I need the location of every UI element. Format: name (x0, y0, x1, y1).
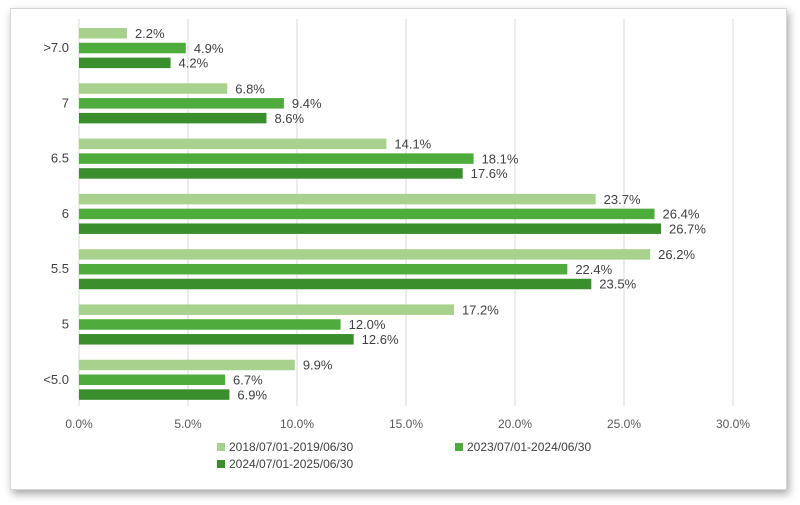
data-label: 23.7% (604, 192, 641, 207)
bar (79, 359, 295, 371)
x-tick-label: 10.0% (280, 417, 314, 431)
data-label: 12.0% (349, 317, 386, 332)
category-label: 6.5 (51, 151, 69, 166)
data-label: 6.8% (235, 81, 265, 96)
data-label: 26.4% (663, 207, 700, 222)
legend-label: 2018/07/01-2019/06/30 (229, 440, 353, 454)
data-label: 26.7% (669, 221, 706, 236)
chart-frame: 0.0% 5.0% 10.0% 15.0% 20.0% 25.0% 30.0% >7.0 2.2… (10, 8, 787, 490)
legend-swatch (455, 443, 463, 451)
x-tick-label: 25.0% (607, 417, 641, 431)
data-label: 4.9% (194, 41, 224, 56)
bar (79, 223, 662, 234)
x-tick-label: 30.0% (716, 417, 750, 431)
bar (79, 98, 284, 109)
data-label: 6.9% (237, 387, 267, 402)
bar (79, 278, 592, 290)
data-label: 2.2% (135, 26, 165, 41)
bar (79, 138, 387, 150)
data-label: 17.2% (462, 302, 499, 317)
bar (79, 208, 655, 220)
legend-label: 2024/07/01-2025/06/30 (229, 457, 353, 471)
data-label: 23.5% (599, 277, 636, 292)
category-label: >7.0 (43, 40, 69, 55)
bar (79, 389, 230, 400)
bar-chart: 0.0% 5.0% 10.0% 15.0% 20.0% 25.0% 30.0% >7.0 2.2… (43, 19, 750, 471)
category-label: 7 (62, 95, 69, 110)
data-label: 12.6% (362, 332, 399, 347)
data-label: 9.9% (303, 358, 333, 373)
data-label: 8.6% (274, 111, 304, 126)
x-tick-label: 0.0% (65, 417, 93, 431)
category-label: <5.0 (43, 372, 69, 387)
data-label: 4.2% (179, 56, 209, 71)
bar (79, 42, 186, 54)
data-label: 14.1% (394, 137, 431, 152)
legend-swatch (217, 460, 225, 468)
bar (79, 83, 228, 94)
bar (79, 168, 463, 179)
category-label: 5 (62, 316, 69, 331)
bar (79, 334, 354, 345)
x-tick-label: 15.0% (389, 417, 423, 431)
bar (79, 193, 596, 205)
category-label: 5.5 (51, 261, 69, 276)
bar (79, 249, 651, 260)
bar (79, 319, 341, 330)
data-label: 18.1% (482, 151, 519, 166)
bar (79, 112, 267, 124)
bar (79, 374, 226, 386)
data-label: 26.2% (658, 247, 695, 262)
data-label: 17.6% (471, 166, 508, 181)
data-label: 22.4% (575, 262, 612, 277)
legend-label: 2023/07/01-2024/06/30 (467, 440, 591, 454)
bar (79, 153, 474, 164)
bar (79, 263, 568, 275)
category-label: 6 (62, 206, 69, 221)
bar (79, 28, 127, 39)
data-label: 6.7% (233, 373, 263, 388)
data-label: 9.4% (292, 96, 322, 111)
legend-swatch (217, 443, 225, 451)
bar (79, 57, 171, 69)
x-tick-label: 20.0% (498, 417, 532, 431)
x-tick-label: 5.0% (174, 417, 202, 431)
bar (79, 304, 454, 315)
